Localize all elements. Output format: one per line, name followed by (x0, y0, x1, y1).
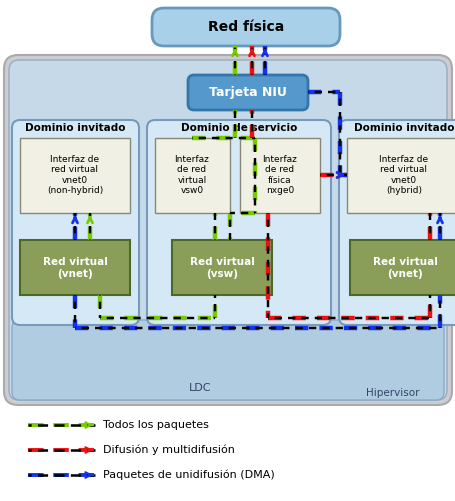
Text: Interfaz de
red virtual
vnet0
(hybrid): Interfaz de red virtual vnet0 (hybrid) (379, 155, 428, 195)
Text: Interfaz
de red
física
nxge0: Interfaz de red física nxge0 (262, 155, 297, 195)
Text: Tarjeta NIU: Tarjeta NIU (208, 86, 286, 99)
FancyBboxPatch shape (187, 75, 307, 110)
Text: Red virtual
(vnet): Red virtual (vnet) (42, 257, 107, 279)
Text: Interfaz de
red virtual
vnet0
(non-hybrid): Interfaz de red virtual vnet0 (non-hybri… (47, 155, 103, 195)
Text: Dominio invitado: Dominio invitado (353, 123, 453, 133)
Bar (155, 138, 229, 213)
FancyBboxPatch shape (152, 8, 339, 46)
FancyBboxPatch shape (4, 55, 451, 405)
Text: Paquetes de unidifusión (DMA): Paquetes de unidifusión (DMA) (103, 470, 274, 480)
Text: Hipervisor: Hipervisor (366, 388, 419, 398)
Text: Todos los paquetes: Todos los paquetes (103, 420, 208, 430)
Bar (20, 240, 130, 295)
Text: Red física: Red física (207, 20, 283, 34)
FancyBboxPatch shape (12, 320, 443, 400)
FancyBboxPatch shape (12, 120, 139, 325)
Text: Difusión y multidifusión: Difusión y multidifusión (103, 445, 234, 455)
Text: Dominio de servicio: Dominio de servicio (181, 123, 297, 133)
FancyBboxPatch shape (9, 60, 446, 400)
Bar (20, 138, 130, 213)
FancyBboxPatch shape (147, 120, 330, 325)
FancyBboxPatch shape (338, 120, 455, 325)
Text: Dominio invitado: Dominio invitado (25, 123, 125, 133)
Bar (349, 240, 455, 295)
Text: Red virtual
(vsw): Red virtual (vsw) (189, 257, 254, 279)
Text: Interfaz
de red
virtual
vsw0: Interfaz de red virtual vsw0 (174, 155, 209, 195)
Bar (172, 240, 271, 295)
Text: LDC: LDC (188, 383, 211, 393)
Text: Red virtual
(vnet): Red virtual (vnet) (372, 257, 436, 279)
Bar (346, 138, 455, 213)
Bar (239, 138, 319, 213)
